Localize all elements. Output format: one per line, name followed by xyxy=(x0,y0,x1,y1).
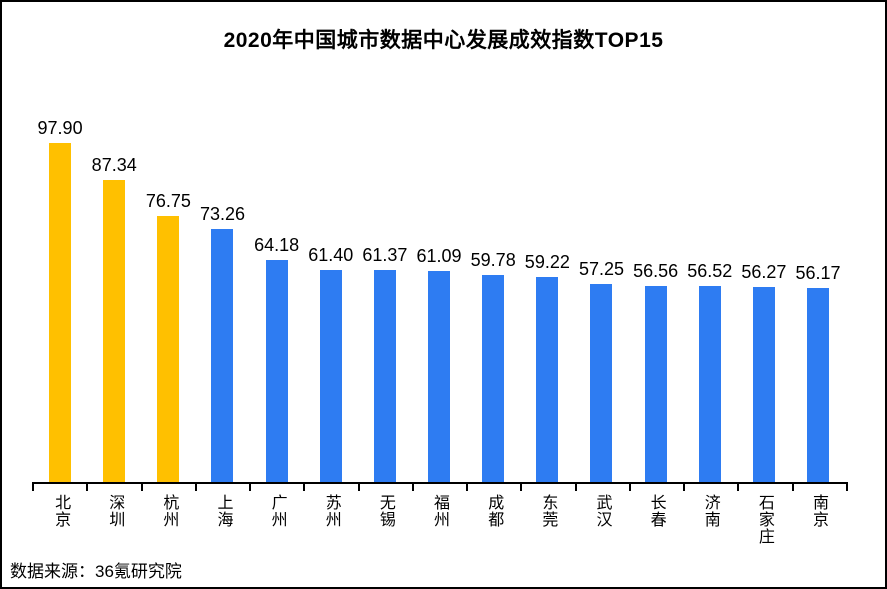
x-label-slot: 成都 xyxy=(466,494,520,545)
bar-value-label: 73.26 xyxy=(199,204,246,224)
x-axis-label: 福州 xyxy=(431,494,449,528)
bar-slot: 59.22 xyxy=(520,120,574,482)
x-label-slot: 广州 xyxy=(250,494,304,545)
x-label-slot: 苏州 xyxy=(304,494,358,545)
bar xyxy=(590,284,613,482)
bar-value-label: 59.78 xyxy=(470,250,516,270)
tick-mark xyxy=(845,482,848,491)
bar-value-label: 56.17 xyxy=(795,263,841,283)
x-axis-label: 武汉 xyxy=(593,494,611,528)
bar-slot: 73.26 xyxy=(195,120,249,482)
x-axis-label: 无锡 xyxy=(376,494,394,528)
tick-mark xyxy=(194,482,197,491)
bar-slot: 64.18 xyxy=(250,120,304,482)
x-axis-label: 石家庄 xyxy=(755,494,773,545)
bar-value-label: 64.18 xyxy=(254,235,300,255)
x-axis-label: 上海 xyxy=(214,494,232,528)
bar-value-label: 97.90 xyxy=(37,118,83,138)
x-label-slot: 深圳 xyxy=(87,494,141,545)
bar-value-label: 61.40 xyxy=(308,245,354,265)
source-note: 数据来源：36氪研究院 xyxy=(10,562,182,581)
x-label-slot: 南京 xyxy=(791,494,845,545)
bar xyxy=(49,143,72,482)
bar xyxy=(319,270,342,482)
bar-value-label: 56.56 xyxy=(633,261,679,281)
x-axis-label: 南京 xyxy=(810,494,828,528)
bar xyxy=(807,288,830,482)
bar xyxy=(428,271,451,482)
tick-mark xyxy=(520,482,523,491)
bar-slot: 61.40 xyxy=(304,120,358,482)
bar-slot: 57.25 xyxy=(574,120,628,482)
bar-value-label: 56.52 xyxy=(687,261,733,281)
x-label-slot: 石家庄 xyxy=(737,494,791,545)
bar-slot: 61.09 xyxy=(412,120,466,482)
tick-mark xyxy=(683,482,686,491)
x-axis-label: 济南 xyxy=(701,494,719,528)
bar-slot: 59.78 xyxy=(466,120,520,482)
plot-area: 97.90 87.34 76.75 73.26 64.18 61.40 61.37 61.09… xyxy=(33,118,845,482)
x-axis-label: 苏州 xyxy=(322,494,340,528)
bar xyxy=(482,275,505,482)
x-label-slot: 武汉 xyxy=(574,494,628,545)
bar-slot: 76.75 xyxy=(141,120,195,482)
x-axis-labels: 北京 深圳 杭州 上海 广州 苏州 无锡 福州 成都 东莞 武汉 长春 济南 石家庄 南京 xyxy=(33,494,845,545)
x-axis-label: 深圳 xyxy=(106,494,124,528)
tick-mark xyxy=(574,482,577,491)
bar-value-label: 61.09 xyxy=(416,246,462,266)
tick-mark xyxy=(357,482,360,491)
x-axis-label: 杭州 xyxy=(160,494,178,528)
x-axis-label: 成都 xyxy=(485,494,503,528)
tick-mark xyxy=(32,482,34,491)
bar-slot: 56.52 xyxy=(683,120,737,482)
x-label-slot: 福州 xyxy=(412,494,466,545)
tick-mark xyxy=(411,482,414,491)
bar xyxy=(265,260,288,482)
chart-title: 2020年中国城市数据中心发展成效指数TOP15 xyxy=(223,29,664,52)
tick-mark xyxy=(737,482,740,491)
tick-mark xyxy=(303,482,306,491)
bar xyxy=(373,270,396,482)
tick-mark xyxy=(86,482,89,491)
tick-mark xyxy=(249,482,252,491)
bar xyxy=(752,287,775,482)
tick-mark xyxy=(791,482,794,491)
bar xyxy=(698,286,721,482)
x-axis-label: 长春 xyxy=(647,494,665,528)
x-label-slot: 长春 xyxy=(629,494,683,545)
x-axis-label: 北京 xyxy=(52,494,70,528)
bar xyxy=(644,286,667,482)
x-axis-label: 广州 xyxy=(268,494,286,528)
x-label-slot: 济南 xyxy=(683,494,737,545)
bar-value-label: 87.34 xyxy=(91,155,137,175)
bar xyxy=(211,229,234,482)
x-label-slot: 无锡 xyxy=(358,494,412,545)
bar-value-label: 61.37 xyxy=(362,245,408,265)
bar-slot: 61.37 xyxy=(358,120,412,482)
bar-slot: 56.27 xyxy=(737,120,791,482)
bar-slot: 56.17 xyxy=(791,120,845,482)
bar-slot: 87.34 xyxy=(87,120,141,482)
bar-value-label: 76.75 xyxy=(145,191,191,211)
x-label-slot: 北京 xyxy=(33,494,87,545)
x-axis-line xyxy=(33,482,847,484)
bar-slot: 56.56 xyxy=(629,120,683,482)
bar-slot: 97.90 xyxy=(33,118,87,482)
bar-value-label: 59.22 xyxy=(524,252,570,272)
tick-mark xyxy=(140,482,143,491)
tick-mark xyxy=(628,482,631,491)
bar-value-label: 56.27 xyxy=(741,262,787,282)
x-label-slot: 上海 xyxy=(195,494,249,545)
tick-mark xyxy=(466,482,469,491)
bar xyxy=(536,277,559,482)
x-axis-ticks xyxy=(32,482,848,491)
bar-value-label: 57.25 xyxy=(578,259,624,279)
x-label-slot: 东莞 xyxy=(520,494,574,545)
bar xyxy=(103,180,126,482)
x-axis-label: 东莞 xyxy=(539,494,557,528)
bar xyxy=(157,216,180,482)
x-label-slot: 杭州 xyxy=(141,494,195,545)
